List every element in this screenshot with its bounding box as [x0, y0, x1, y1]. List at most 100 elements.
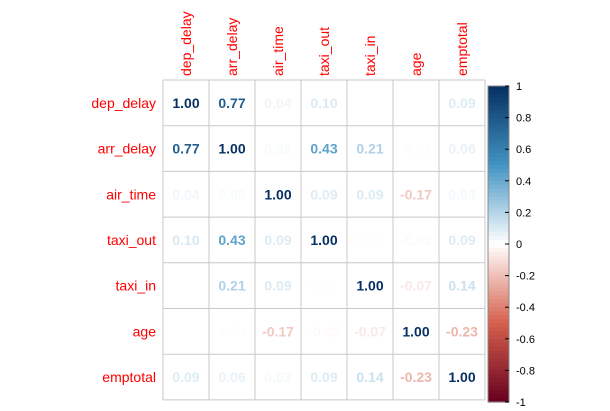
cell-value-age-taxi_in: -0.07 — [354, 323, 386, 339]
cell-emptotal-arr_delay — [209, 354, 255, 400]
cell-value-arr_delay-emptotal: 0.06 — [448, 141, 475, 157]
cell-taxi_in-taxi_in — [347, 262, 393, 309]
cell-value-taxi_in-emptotal: 0.14 — [448, 278, 475, 294]
cell-arr_delay-emptotal — [439, 125, 485, 172]
cell-emptotal-air_time — [255, 354, 301, 400]
cell-dep_delay-age — [393, 80, 439, 126]
cell-air_time-emptotal — [439, 171, 485, 218]
colorbar-tick-label: 0 — [516, 239, 522, 251]
colorbar-segment — [488, 350, 509, 356]
cell-air_time-taxi_out — [301, 171, 347, 218]
cell-arr_delay-age — [393, 125, 439, 172]
cell-taxi_out-taxi_in — [347, 217, 393, 263]
column-labels: dep_delay arr_delay air_time taxi_out taxi_i… — [178, 11, 470, 76]
cell-value-emptotal-air_time: 0.03 — [264, 369, 291, 385]
colorbar-segment — [488, 105, 509, 111]
colorbar-segment — [488, 188, 509, 194]
column-label-taxi_in: taxi_in — [362, 36, 378, 76]
colorbar-segment — [488, 338, 509, 344]
cell-age-air_time — [255, 308, 301, 355]
cell-value-taxi_in-air_time: 0.09 — [264, 278, 291, 294]
row-label-air_time: air_time — [106, 186, 156, 202]
cell-value-taxi_in-arr_delay: 0.21 — [218, 278, 245, 294]
cell-arr_delay-taxi_out — [301, 125, 347, 172]
cell-arr_delay-dep_delay — [163, 125, 209, 172]
cell-value-taxi_out-air_time: 0.09 — [264, 232, 291, 248]
colorbar-segment — [488, 117, 509, 123]
cell-air_time-age — [393, 171, 439, 218]
colorbar-segment — [488, 279, 509, 285]
colorbar-tick-label: 0.2 — [516, 207, 531, 219]
cell-value-emptotal-taxi_in: 0.14 — [356, 369, 383, 385]
colorbar-segment — [488, 129, 509, 134]
cell-value-taxi_out-emptotal: 0.09 — [448, 232, 475, 248]
cell-emptotal-taxi_out — [301, 354, 347, 400]
cell-air_time-air_time — [255, 171, 301, 218]
colorbar-segment — [488, 141, 509, 146]
cell-air_time-arr_delay — [209, 171, 255, 218]
row-labels: dep_delay arr_delay air_time taxi_out taxi_i… — [91, 95, 156, 385]
cell-value-arr_delay-arr_delay: 1.00 — [218, 141, 245, 157]
colorbar-segment — [488, 255, 509, 261]
cell-value-taxi_in-taxi_out: 0.01 — [310, 278, 337, 294]
cell-value-air_time-taxi_out: 0.09 — [310, 186, 337, 202]
cell-value-dep_delay-emptotal: 0.09 — [448, 95, 475, 111]
cell-value-air_time-taxi_in: 0.09 — [356, 186, 383, 202]
colorbar-segment — [488, 334, 509, 340]
colorbar-segment — [488, 287, 509, 292]
row-label-emptotal: emptotal — [102, 369, 156, 385]
colorbar-segment — [488, 228, 509, 233]
colorbar-tick-label: -0.2 — [516, 271, 535, 283]
colorbar-tick-label: -0.6 — [516, 334, 535, 346]
column-label-dep_delay: dep_delay — [178, 11, 194, 76]
cell-value-air_time-age: -0.17 — [400, 186, 432, 202]
cell-dep_delay-taxi_in — [347, 80, 393, 126]
row-label-taxi_in: taxi_in — [116, 278, 156, 294]
column-label-arr_delay: arr_delay — [224, 18, 240, 76]
column-label-emptotal: emptotal — [454, 22, 470, 76]
cell-arr_delay-taxi_in — [347, 125, 393, 172]
colorbar-segment — [488, 192, 509, 198]
cell-taxi_out-air_time — [255, 217, 301, 263]
row-label-taxi_out: taxi_out — [107, 232, 156, 248]
cell-air_time-dep_delay — [163, 171, 209, 218]
colorbar-segment — [488, 346, 509, 352]
cell-taxi_in-taxi_out — [301, 262, 347, 309]
colorbar-segment — [488, 137, 509, 142]
column-label-taxi_out: taxi_out — [316, 27, 332, 76]
colorbar-segment — [488, 125, 509, 131]
colorbar-segment — [488, 172, 509, 178]
colorbar-segment — [488, 145, 509, 150]
cell-value-dep_delay-arr_delay: 0.77 — [218, 95, 245, 111]
cell-age-dep_delay — [163, 308, 209, 355]
cell-taxi_in-arr_delay — [209, 262, 255, 309]
cell-value-taxi_out-arr_delay: 0.43 — [218, 232, 245, 248]
colorbar-tick-label: 0.4 — [516, 176, 531, 188]
colorbar-segment — [488, 267, 509, 273]
colorbar-segment — [488, 354, 509, 360]
cell-value-dep_delay-air_time: 0.04 — [264, 95, 291, 111]
cell-value-age-air_time: -0.17 — [262, 323, 294, 339]
colorbar-segment — [488, 398, 509, 403]
cell-value-arr_delay-taxi_out: 0.43 — [310, 141, 337, 157]
colorbar-segment — [488, 326, 509, 332]
heatmap-cells: 1.00 0.77 0.04 0.10 0.09 0.77 1.00 0.02 0.43 0.21… — [163, 80, 485, 400]
cell-value-taxi_in-age: -0.07 — [400, 278, 432, 294]
cell-taxi_in-dep_delay — [163, 262, 209, 309]
cell-taxi_out-age — [393, 217, 439, 263]
cell-value-emptotal-taxi_out: 0.09 — [310, 369, 337, 385]
cell-value-emptotal-dep_delay: 0.09 — [172, 369, 199, 385]
colorbar-segment — [488, 196, 509, 202]
colorbar-segment — [488, 394, 509, 399]
colorbar-segment — [488, 247, 509, 253]
grid-lines — [162, 79, 486, 401]
cell-value-age-taxi_out: -0.02 — [308, 323, 340, 339]
colorbar-segment — [488, 319, 509, 324]
cell-value-air_time-air_time: 1.00 — [264, 186, 291, 202]
colorbar-segment — [488, 165, 509, 170]
colorbar-tick-label: -0.4 — [516, 302, 535, 314]
cell-value-air_time-emptotal: 0.03 — [448, 186, 475, 202]
cell-taxi_out-arr_delay — [209, 217, 255, 263]
column-label-air_time: air_time — [270, 26, 286, 76]
cell-value-arr_delay-dep_delay: 0.77 — [172, 141, 199, 157]
